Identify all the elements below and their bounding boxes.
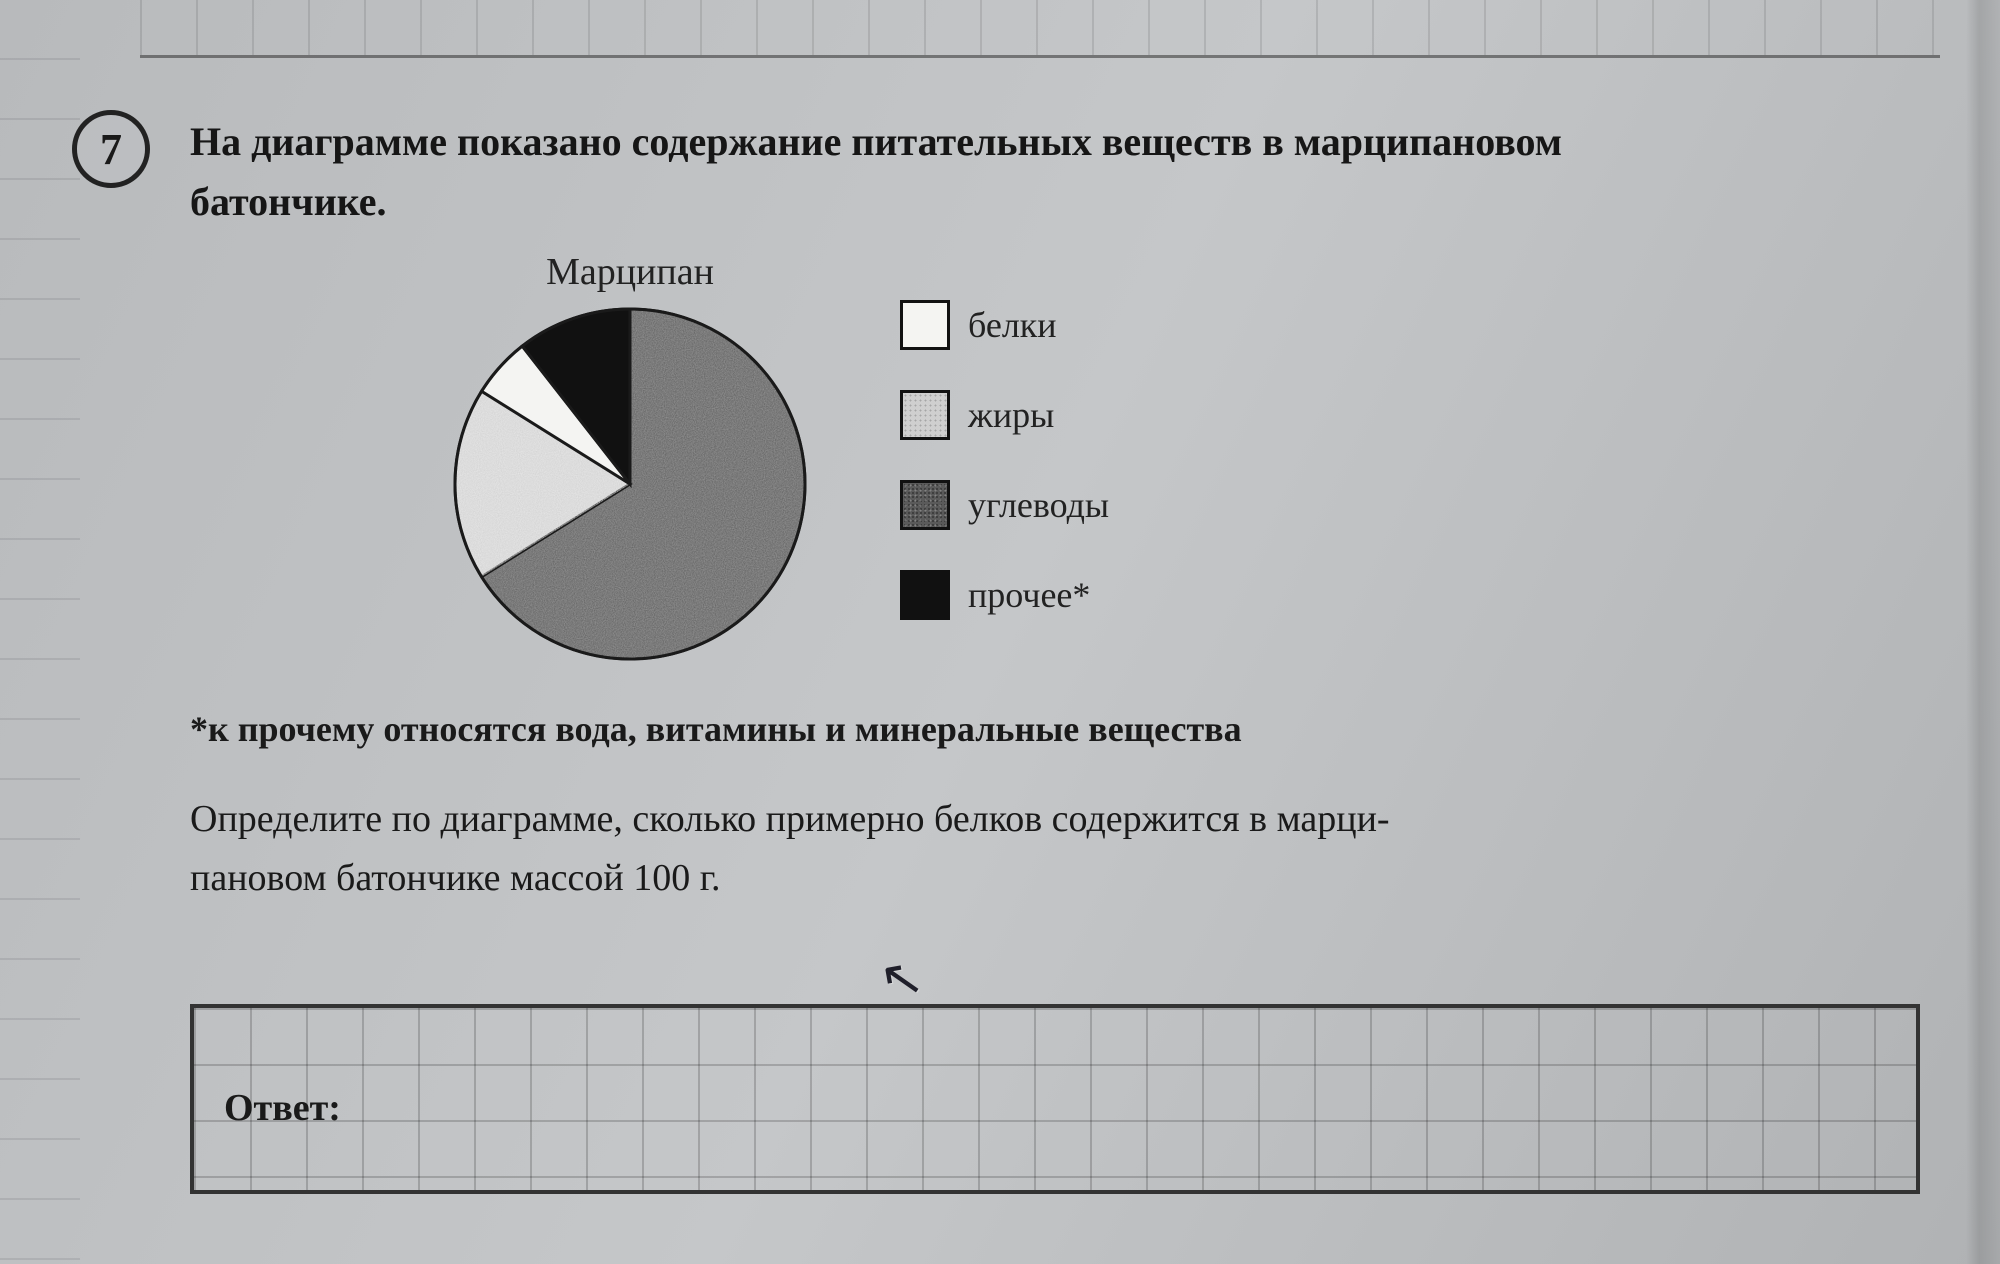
legend-row: белки [900, 300, 1109, 350]
legend-row: жиры [900, 390, 1109, 440]
chart-title: Марципан [546, 250, 714, 294]
task-line-1: Определите по диаграмме, сколько примерн… [190, 798, 1390, 840]
legend-swatch [900, 300, 950, 350]
page-right-shadow [1966, 0, 2000, 1264]
question-number: 7 [100, 124, 122, 175]
question-text: На диаграмме показано содержание питател… [190, 112, 1930, 232]
legend-label: прочее* [968, 574, 1090, 616]
footnote: *к прочему относятся вода, витамины и ми… [190, 708, 1930, 750]
pie-chart [450, 304, 810, 664]
legend-row: прочее* [900, 570, 1109, 620]
question-number-badge: 7 [72, 110, 150, 188]
chart-legend: белки жиры углеводы прочее* [900, 300, 1109, 620]
left-ruled-margin [0, 0, 80, 1264]
legend-swatch [900, 480, 950, 530]
answer-grid: Ответ: [190, 1004, 1920, 1194]
answer-label: Ответ: [224, 1086, 341, 1130]
legend-swatch [900, 390, 950, 440]
question-line-1: На диаграмме показано содержание питател… [190, 119, 1562, 164]
legend-swatch [900, 570, 950, 620]
mouse-cursor-icon: ↖ [875, 946, 928, 1013]
task-text: Определите по диаграмме, сколько примерн… [190, 790, 1930, 908]
legend-row: углеводы [900, 480, 1109, 530]
top-answer-grid-fragment [140, 0, 1940, 58]
question-line-2: батончике. [190, 179, 387, 224]
task-line-2: пановом батончике массой 100 г. [190, 857, 721, 899]
legend-label: углеводы [968, 484, 1109, 526]
chart-block: Марципан белкижирыуглеводып [190, 250, 1930, 664]
question-content: На диаграмме показано содержание питател… [190, 112, 1930, 908]
chart-column: Марципан [450, 250, 810, 664]
legend-label: белки [968, 304, 1057, 346]
legend-label: жиры [968, 394, 1054, 436]
